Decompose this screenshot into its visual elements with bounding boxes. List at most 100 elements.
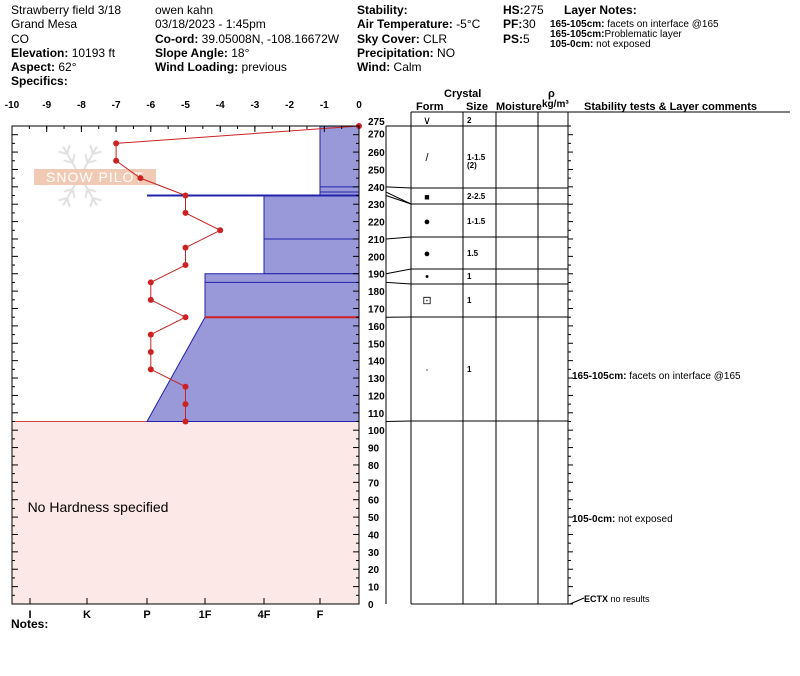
- height-tick-label: 90: [368, 444, 380, 455]
- stability-header: Stability tests & Layer comments: [584, 101, 758, 113]
- hardness-profile: [146, 125, 360, 422]
- crystal-size: 1.5: [467, 249, 479, 258]
- coord-label: Co-ord:: [155, 32, 199, 46]
- precipitation: Precipitation: NO: [357, 46, 455, 60]
- wind-loading: Wind Loading: previous: [155, 60, 287, 74]
- height-tick-label: 80: [368, 461, 380, 472]
- chart-axes: -10 -9 -8 -7 -6 -5 -4 -3 -2 -1 0I K P 1F 4F F0102030405…: [5, 100, 387, 621]
- height-tick-label: 30: [368, 548, 380, 559]
- snowflake-branch: [87, 188, 97, 193]
- crystal-size: (2): [467, 161, 477, 170]
- slope-value: 18°: [227, 46, 250, 60]
- temperature-point: [147, 331, 154, 338]
- region: Grand Mesa: [11, 17, 78, 31]
- air-temp-label: Air Temperature:: [357, 17, 453, 31]
- height-tick-label: 50: [368, 513, 380, 524]
- height-tick-label: 70: [368, 478, 380, 489]
- temp-tick-label: -9: [42, 100, 51, 111]
- temperature-point: [147, 296, 154, 303]
- location-name: Strawberry field 3/18: [11, 3, 122, 17]
- height-tick-label: 0: [368, 600, 374, 611]
- layer-note-range: 105-0cm:: [550, 39, 594, 50]
- wind: Wind: Calm: [357, 60, 422, 74]
- height-tick-label: 170: [368, 305, 385, 316]
- pf-label: PF:: [503, 17, 523, 31]
- snowflake-branch: [84, 188, 89, 199]
- height-tick-label: 230: [368, 200, 385, 211]
- ps-label: PS:: [503, 32, 524, 46]
- height-tick-label: 260: [368, 148, 385, 159]
- height-tick-label: 60: [368, 496, 380, 507]
- height-tick-label: 190: [368, 270, 385, 281]
- temperature-point: [217, 227, 224, 234]
- no-hardness-area: [11, 420, 360, 605]
- crystal-form-symbol: ·: [425, 364, 429, 376]
- elevation-value: 10193 ft: [68, 46, 116, 60]
- height-tick-label: 210: [368, 235, 385, 246]
- snowflake-branch: [63, 188, 73, 193]
- ps-value: 5: [523, 32, 530, 46]
- watermark-text: SNOW PILOT: [46, 169, 144, 185]
- temperature-point: [182, 314, 189, 321]
- height-tick-label: 10: [368, 583, 380, 594]
- height-tick-label: 240: [368, 183, 385, 194]
- layer-connector: [385, 236, 412, 240]
- temperature-point: [147, 279, 154, 286]
- temperature-point: [147, 366, 154, 373]
- sky-cover: Sky Cover: CLR: [357, 32, 447, 46]
- layer-note: 165-105cm: facets on interface @165: [550, 19, 719, 30]
- moisture-header: Moisture: [496, 101, 542, 113]
- temperature-profile: [113, 123, 362, 425]
- layer-table: ∨ 2/1-1.5(2)■ 2-2.5● 1-1.5● 1.5• 1⊡ 1· 1165-105…: [385, 111, 790, 605]
- temp-tick-label: 0: [356, 100, 362, 111]
- height-tick-label: 160: [368, 322, 385, 333]
- rho-header: ρ: [548, 88, 555, 100]
- slope-angle: Slope Angle: 18°: [155, 46, 249, 60]
- aspect-value: 62°: [55, 60, 77, 74]
- crystal-form-symbol: ●: [424, 248, 431, 260]
- snowflake-branch: [66, 197, 71, 208]
- temp-tick-label: -5: [181, 100, 190, 111]
- layer-connector: [385, 268, 412, 275]
- hs-value: 275: [523, 3, 544, 17]
- temp-tick-label: -8: [77, 100, 86, 111]
- crystal-size: 2: [467, 116, 472, 125]
- layer-note: 105-0cm: not exposed: [550, 39, 651, 50]
- temperature-point: [182, 401, 189, 408]
- coordinates: Co-ord: 39.05008N, -108.16672W: [155, 32, 339, 46]
- layer-connector: [385, 281, 412, 285]
- height-tick-label: 100: [368, 426, 385, 437]
- height-tick-label: 180: [368, 287, 385, 298]
- hardness-layer: [204, 273, 360, 318]
- layer-comment: 105-0cm: not exposed: [572, 514, 673, 525]
- layer-notes-title: Layer Notes:: [564, 3, 637, 17]
- temp-tick-label: -2: [285, 100, 294, 111]
- snowflake-branch: [92, 150, 102, 155]
- snowflake-branch: [58, 150, 68, 155]
- elevation: Elevation: 10193 ft: [11, 46, 115, 60]
- crystal-form-symbol: ●: [424, 216, 431, 228]
- crystal-form-symbol: ⊡: [422, 295, 431, 307]
- pf-value: 30: [522, 17, 536, 31]
- crystal-size: 1: [467, 365, 472, 374]
- height-tick-label: 220: [368, 218, 385, 229]
- hardness-layer: [263, 195, 360, 275]
- crystal-form-symbol: ∨: [423, 115, 431, 127]
- stability-label: Stability:: [357, 3, 408, 17]
- height-tick-label: 120: [368, 391, 385, 402]
- coord-value: 39.05008N, -108.16672W: [198, 32, 340, 46]
- temperature-point: [182, 418, 189, 425]
- sky-value: CLR: [419, 32, 448, 46]
- snowflake-branch: [63, 159, 73, 164]
- layer-note-text: not exposed: [593, 39, 651, 50]
- crystal-size: 1-1.5: [467, 153, 486, 162]
- datetime: 03/18/2023 - 1:45pm: [155, 17, 266, 31]
- layer-connector: [385, 191, 412, 205]
- layer-note: 165-105cm:Problematic layer: [550, 29, 682, 40]
- hardness-tick-label: K: [83, 609, 91, 621]
- hardness-tick-label: 1F: [199, 609, 212, 621]
- watermark-band: [34, 169, 156, 185]
- pf: PF:30: [503, 17, 536, 31]
- crystal-form-symbol: •: [425, 271, 429, 283]
- snowflake-branch: [89, 144, 94, 155]
